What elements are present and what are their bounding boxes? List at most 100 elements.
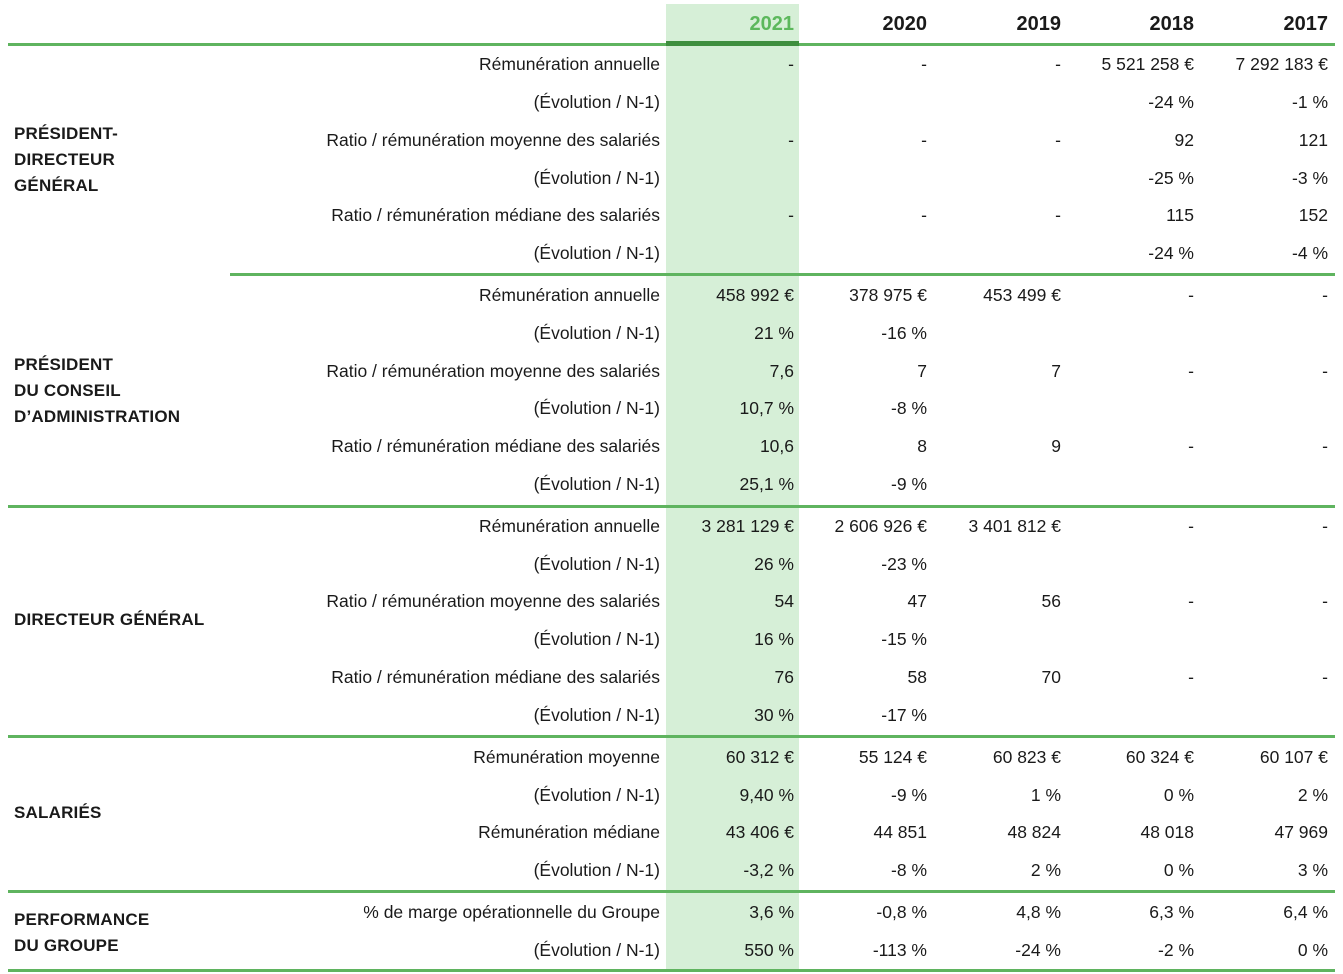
table-cell-2018: - [1188, 591, 1194, 611]
table-cell-2018: -24 % [1148, 92, 1194, 112]
table-cell-2018: 0 % [1163, 860, 1194, 880]
highlight-header-underline [666, 41, 799, 46]
year-header-2020: 2020 [882, 13, 928, 35]
table-cell-2017: 6,4 % [1283, 902, 1328, 922]
table-cell-2017: -4 % [1292, 243, 1328, 263]
table-cell-2020: 55 124 € [858, 747, 927, 767]
table-cell-2020: -23 % [881, 554, 927, 574]
table-cell-2021: 7,6 [769, 361, 794, 381]
row-label: (Évolution / N-1) [533, 629, 660, 649]
group-label-line: DIRECTEUR GÉNÉRAL [14, 610, 205, 629]
table-cell-2018: 6,3 % [1149, 902, 1194, 922]
group-label-line: PERFORMANCE [14, 910, 150, 929]
table-cell-2021: 54 [774, 591, 794, 611]
table-cell-2018: - [1188, 516, 1194, 536]
table-cell-2020: -9 % [891, 474, 927, 494]
table-cell-2020: 58 [907, 667, 927, 687]
group-label-line: DU GROUPE [14, 936, 119, 955]
table-cell-2021: 30 % [754, 705, 794, 725]
table-cell-2017: 121 [1298, 130, 1328, 150]
table-cell-2018: - [1188, 436, 1194, 456]
table-cell-2017: - [1322, 516, 1328, 536]
group-label: DIRECTEUR GÉNÉRAL [14, 607, 244, 633]
table-cell-2017: - [1322, 361, 1328, 381]
table-cell-2019: 4,8 % [1016, 902, 1061, 922]
row-label: Rémunération annuelle [479, 54, 660, 74]
table-cell-2019: 1 % [1030, 785, 1061, 805]
row-label: Ratio / rémunération moyenne des salarié… [326, 130, 660, 150]
group-separator-line [230, 273, 1335, 276]
group-separator-line [8, 735, 1335, 738]
table-cell-2021: -3,2 % [743, 860, 794, 880]
table-cell-2017: - [1322, 436, 1328, 456]
group-separator-line [8, 505, 1335, 508]
table-cell-2020: 8 [917, 436, 927, 456]
year-header-2019: 2019 [1016, 13, 1062, 35]
table-cell-2019: 3 401 812 € [968, 516, 1061, 536]
table-cell-2021: 16 % [754, 629, 794, 649]
table-cell-2020: - [921, 130, 927, 150]
row-label: Ratio / rémunération médiane des salarié… [331, 205, 660, 225]
table-cell-2021: 26 % [754, 554, 794, 574]
group-label-line: SALARIÉS [14, 803, 102, 822]
table-cell-2018: - [1188, 285, 1194, 305]
row-label: Rémunération annuelle [479, 285, 660, 305]
table-cell-2020: -15 % [881, 629, 927, 649]
row-label: Rémunération médiane [478, 822, 660, 842]
table-cell-2017: - [1322, 667, 1328, 687]
table-cell-2018: - [1188, 361, 1194, 381]
table-cell-2017: 7 292 183 € [1235, 54, 1328, 74]
table-cell-2017: 60 107 € [1259, 747, 1328, 767]
group-label: PRÉSIDENT- DIRECTEUR GÉNÉRAL [14, 121, 244, 199]
group-label-line: D’ADMINISTRATION [14, 407, 181, 426]
table-cell-2020: 7 [917, 361, 927, 381]
group-label-line: DIRECTEUR [14, 150, 115, 169]
table-cell-2017: 2 % [1297, 785, 1328, 805]
table-cell-2018: 92 [1174, 130, 1194, 150]
year-header-2018: 2018 [1149, 13, 1195, 35]
table-cell-2020: - [921, 54, 927, 74]
group-label: PRÉSIDENT DU CONSEIL D’ADMINISTRATION [14, 352, 244, 430]
table-cell-2020: -0,8 % [876, 902, 927, 922]
table-cell-2021: 9,40 % [739, 785, 794, 805]
table-cell-2021: 3 281 129 € [701, 516, 794, 536]
group-label-line: DU CONSEIL [14, 381, 121, 400]
table-cell-2021: - [788, 54, 794, 74]
row-label: (Évolution / N-1) [533, 860, 660, 880]
table-cell-2018: -2 % [1158, 940, 1194, 960]
table-cell-2018: 115 [1166, 205, 1194, 225]
table-cell-2020: -113 % [872, 940, 927, 960]
row-label: Ratio / rémunération médiane des salarié… [331, 667, 660, 687]
table-cell-2017: 47 969 [1274, 822, 1328, 842]
table-cell-2020: -8 % [891, 860, 927, 880]
table-cell-2018: - [1188, 667, 1194, 687]
table-cell-2017: 152 [1298, 205, 1328, 225]
group-label-line: PRÉSIDENT- [14, 124, 119, 143]
table-cell-2020: -17 % [881, 705, 927, 725]
table-cell-2019: 56 [1041, 591, 1061, 611]
row-label: Ratio / rémunération médiane des salarié… [331, 436, 660, 456]
table-cell-2021: 21 % [754, 323, 794, 343]
table-cell-2019: 70 [1041, 667, 1061, 687]
table-cell-2017: -1 % [1292, 92, 1328, 112]
row-label: % de marge opérationnelle du Groupe [363, 902, 660, 922]
row-label: Ratio / rémunération moyenne des salarié… [326, 361, 660, 381]
group-label: SALARIÉS [14, 800, 244, 826]
row-label: Rémunération annuelle [479, 516, 660, 536]
group-label-line: GÉNÉRAL [14, 176, 99, 195]
table-cell-2020: - [921, 205, 927, 225]
row-label: (Évolution / N-1) [533, 940, 660, 960]
table-cell-2020: 47 [907, 591, 927, 611]
table-cell-2018: -24 % [1148, 243, 1194, 263]
table-cell-2021: 43 406 € [725, 822, 794, 842]
row-label: Ratio / rémunération moyenne des salarié… [326, 591, 660, 611]
row-label: Rémunération moyenne [473, 747, 660, 767]
row-label: (Évolution / N-1) [533, 243, 660, 263]
table-cell-2017: - [1322, 591, 1328, 611]
table-cell-2020: 378 975 € [849, 285, 927, 305]
row-label: (Évolution / N-1) [533, 785, 660, 805]
table-cell-2021: - [788, 130, 794, 150]
highlight-column-2021 [666, 4, 799, 970]
table-cell-2019: 48 824 [1007, 822, 1061, 842]
group-separator-line [8, 969, 1335, 972]
